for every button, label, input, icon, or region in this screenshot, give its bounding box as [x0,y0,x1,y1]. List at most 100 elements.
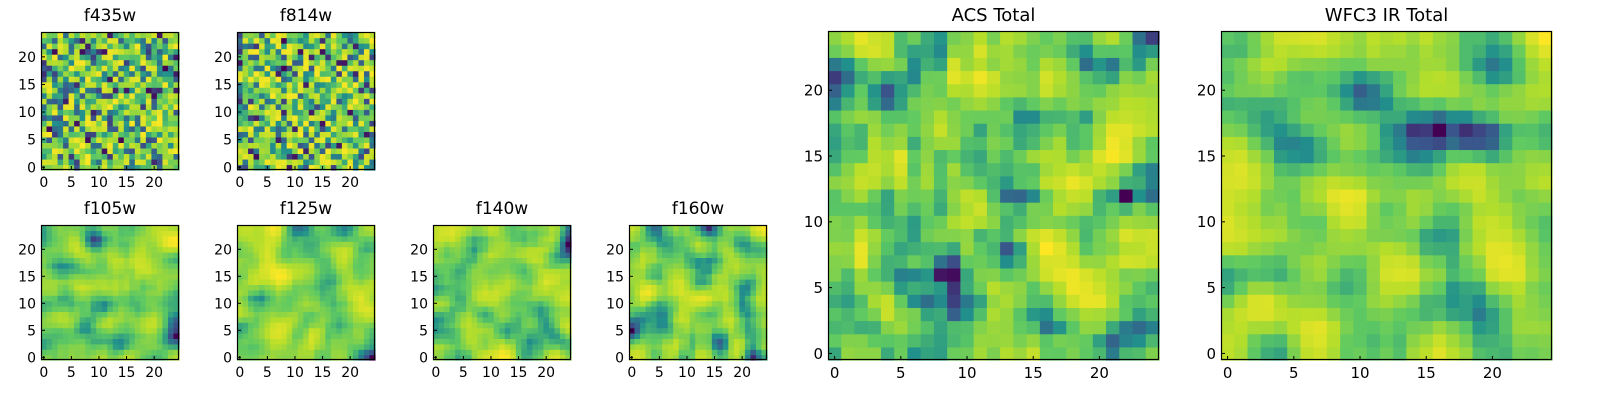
heatmap-cell [504,268,511,275]
heatmap-cell [548,338,556,345]
heatmap-cell [173,54,180,61]
heatmap-cell [449,300,456,307]
heatmap-cell [656,268,663,275]
heatmap-cell [248,349,255,356]
heatmap-cell [41,311,48,318]
heatmap-cell [1247,228,1262,243]
heatmap-cell [488,311,495,318]
heatmap-cell [57,136,64,143]
heatmap-cell [634,295,641,302]
x-tick-label: 20 [733,365,751,381]
heatmap-cell [543,343,550,350]
heatmap-cell [363,98,371,105]
heatmap-cell [1053,123,1067,137]
heatmap-cell [867,346,882,361]
heatmap-cell [112,316,119,323]
heatmap-cell [1446,294,1460,308]
heatmap-cell [286,322,293,329]
heatmap-cell [118,147,125,155]
heatmap-cell [933,294,948,308]
heatmap-cell [1053,136,1067,151]
heatmap-cell [303,262,310,269]
heatmap-cell [744,311,752,318]
heatmap-cell [499,300,506,307]
heatmap-cell [1379,202,1394,216]
heatmap-cell [52,54,59,61]
heatmap-cell [237,333,244,339]
heatmap-cell [325,59,332,66]
heatmap-cell [706,306,713,312]
heatmap-cell [510,241,517,248]
heatmap-cell [57,76,64,83]
heatmap-cell [330,295,337,302]
heatmap-cell [460,279,467,285]
heatmap-cell [1106,267,1120,282]
heatmap-cell [68,284,75,291]
heatmap-cell [140,43,147,50]
heatmap-cell [96,76,103,83]
heatmap-cell [733,316,740,323]
heatmap-cell [281,98,288,105]
heatmap-cell [303,268,310,275]
heatmap-cell [1013,31,1028,45]
heatmap-cell [515,306,522,312]
heatmap-cell [297,289,304,296]
heatmap-cell [107,59,114,66]
heatmap-cell [129,87,136,94]
heatmap-cell [347,289,354,296]
heatmap-cell [1026,175,1041,190]
heatmap-cell [308,153,315,160]
heatmap-cell [1446,136,1460,151]
heatmap-cell [156,262,164,269]
heatmap-cell [656,300,663,307]
heatmap-cell [259,81,266,88]
heatmap-cell [68,279,75,285]
heatmap-cell [1066,149,1081,164]
heatmap-cell [41,37,48,44]
heatmap-cell [264,246,271,253]
heatmap-cell [118,164,125,171]
heatmap-cell [129,59,136,66]
heatmap-cell [565,284,572,291]
heatmap-cell [363,306,371,312]
heatmap-cells [41,225,180,361]
heatmap-cell [1393,123,1407,137]
heatmap-cell [129,92,136,99]
heatmap-cell [717,343,724,350]
heatmap-cell [275,252,282,258]
heatmap-cell [303,333,310,339]
heatmap-cell [656,316,663,323]
heatmap-cell [167,70,175,77]
heatmap-cell [248,284,255,291]
heatmap-cell [308,65,315,72]
heatmap-cell [123,268,130,275]
heatmap-cell [140,136,147,143]
heatmap-cell [68,230,75,237]
heatmap-cell [656,327,663,334]
heatmap-cell [499,225,506,231]
heatmap-cell [162,252,169,258]
heatmap-cell [761,338,768,345]
heatmap-cell [57,322,64,329]
heatmap-cell [1026,83,1041,98]
heatmap-cell [565,241,572,248]
heatmap-cell [52,225,59,231]
heatmap-cell [673,284,680,291]
heatmap-cell [673,306,680,312]
heatmap-cells [237,225,376,361]
heatmap-cell [678,349,685,356]
heatmap-cell [242,59,249,66]
heatmap-cell [341,142,348,149]
heatmap-cell [248,120,255,127]
heatmap-cell [167,65,175,72]
heatmap-cell [140,65,147,72]
heatmap-cell [947,31,961,45]
heatmap-cell [841,333,856,348]
heatmap-cell [1472,267,1487,282]
heatmap-cell [1538,320,1553,335]
panel-title: f435w [83,6,137,26]
heatmap-cell [728,252,735,258]
heatmap-cell [145,136,152,143]
heatmap-cell [319,87,326,94]
